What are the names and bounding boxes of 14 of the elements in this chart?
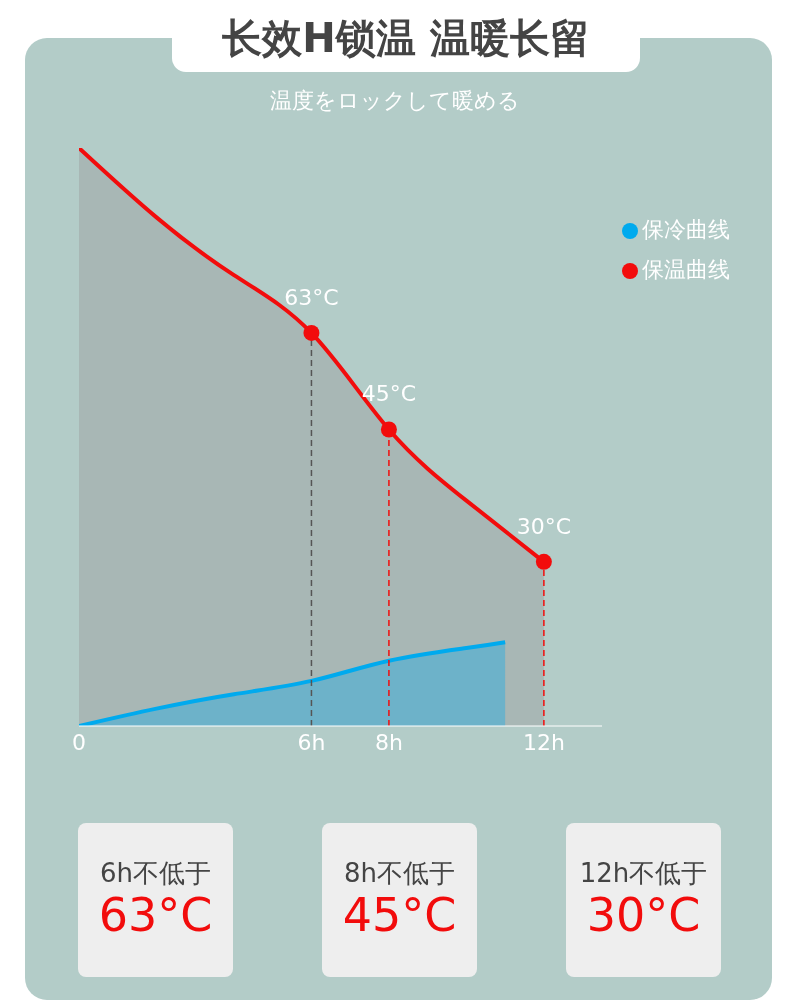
chart-subtitle: 温度をロックして暖める: [269, 87, 521, 115]
x-tick-label: 8h: [374, 729, 403, 755]
x-tick-label: 0: [72, 729, 86, 755]
annotation: 45°C: [361, 381, 417, 407]
text: 8h不低于 45°C: [342, 857, 457, 942]
chart-title: 长效H锁温 温暖长留: [172, 4, 640, 72]
x-tick-label: 12h: [522, 729, 565, 755]
text: 12h不低于 30°C: [579, 857, 708, 942]
legend-label: 保温曲线: [642, 257, 730, 282]
annotation: 63°C: [284, 284, 339, 310]
text: 6h不低于 63°C: [98, 857, 213, 942]
annotation: 30°C: [516, 513, 572, 539]
legend-label: 保冷曲线: [642, 217, 730, 242]
x-tick-label: 6h: [297, 729, 326, 755]
